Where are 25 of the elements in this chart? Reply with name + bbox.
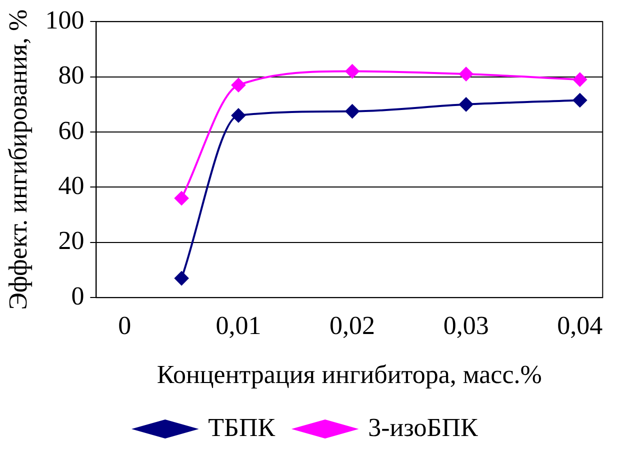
legend-label: ТБПК (208, 412, 276, 442)
x-tick-label: 0 (118, 311, 132, 340)
point (231, 108, 246, 122)
y-tick-label: 40 (58, 171, 84, 200)
x-tick-label: 0,01 (216, 311, 262, 340)
point (572, 72, 587, 87)
y-tick-label: 100 (45, 5, 84, 34)
x-tick-label: 0,04 (557, 311, 603, 340)
x-tick-label: 0,03 (443, 311, 489, 340)
y-tick-label: 60 (58, 116, 84, 145)
point (459, 67, 474, 82)
y-tick-label: 0 (71, 281, 84, 310)
point (174, 271, 189, 286)
y-tick-label: 20 (58, 226, 84, 256)
y-axis-title: Эффект. ингибирования, % (3, 9, 32, 310)
point (459, 97, 474, 112)
legend-label: 3-изоБПК (368, 412, 478, 442)
x-axis-title: Концентрация ингибитора, масс.% (156, 360, 542, 390)
x-tick-label: 0,02 (330, 311, 376, 340)
point (345, 64, 360, 78)
y-tick-label: 80 (58, 60, 84, 90)
point (174, 191, 189, 206)
point (231, 78, 246, 92)
point (572, 93, 587, 108)
point (345, 104, 360, 118)
